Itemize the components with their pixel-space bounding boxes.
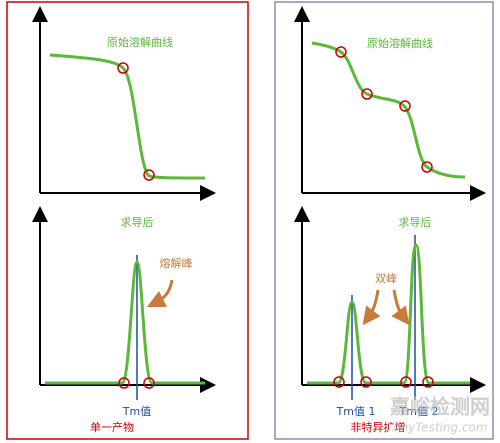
label: 双峰 [375, 272, 397, 285]
marker [399, 100, 411, 112]
panel-frame [6, 1, 249, 440]
label: 熔解峰 [160, 256, 193, 270]
marker [118, 377, 130, 389]
marker [400, 376, 412, 388]
tm-label: Tm值 2 [399, 405, 439, 418]
label: 求导后 [121, 216, 154, 229]
watermark: 嘉峪检测网 [389, 395, 490, 419]
derivative-curve [307, 243, 470, 385]
tm-label: Tm值 [122, 405, 151, 418]
label: 原始溶解曲线 [367, 36, 433, 50]
panel-frame [274, 1, 494, 440]
caption: 非特异扩增 [351, 420, 406, 434]
watermark: AnyTesting.com [391, 421, 487, 435]
marker [143, 377, 155, 389]
marker [422, 376, 434, 388]
arrow [391, 289, 410, 326]
marker [421, 161, 433, 173]
arrow [362, 289, 381, 326]
marker [361, 88, 373, 100]
marker [143, 169, 155, 181]
tm-label: Tm值 1 [336, 405, 376, 418]
marker [360, 376, 372, 388]
melt-curve [311, 41, 466, 179]
marker [335, 46, 347, 58]
melt-curve [49, 53, 206, 180]
derivative-curve [45, 260, 205, 385]
label: 原始溶解曲线 [107, 35, 173, 49]
caption: 单一产物 [90, 420, 134, 434]
label: 求导后 [399, 216, 432, 229]
arrow [146, 279, 174, 308]
marker [333, 376, 345, 388]
marker [117, 62, 129, 74]
